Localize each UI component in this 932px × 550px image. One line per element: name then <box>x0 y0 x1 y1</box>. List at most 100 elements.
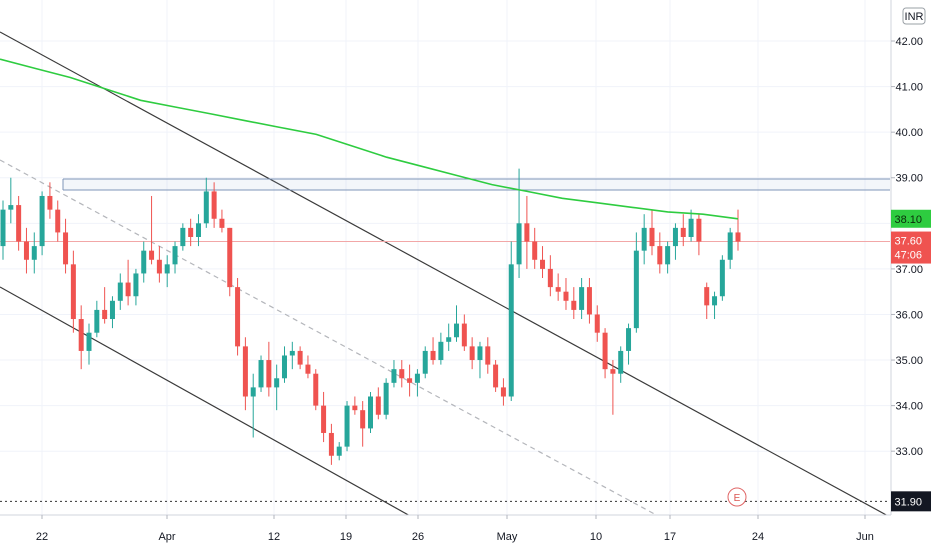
candle-up[interactable] <box>618 350 624 374</box>
candle-down[interactable] <box>493 364 499 388</box>
candle-down[interactable] <box>55 209 61 233</box>
candle-up[interactable] <box>368 396 373 429</box>
candle-down[interactable] <box>399 369 405 379</box>
candle-down[interactable] <box>540 259 546 269</box>
candle-down[interactable] <box>407 378 413 383</box>
candle-down[interactable] <box>594 314 600 333</box>
candle-up[interactable] <box>477 346 483 361</box>
candle-down[interactable] <box>360 410 366 429</box>
candle-up[interactable] <box>727 232 733 260</box>
candle-down[interactable] <box>485 346 491 365</box>
candle-down[interactable] <box>524 223 530 242</box>
candle-up[interactable] <box>109 300 115 320</box>
candle-down[interactable] <box>500 387 506 397</box>
candle-up[interactable] <box>274 378 280 388</box>
candle-up[interactable] <box>672 227 678 247</box>
candle-down[interactable] <box>313 373 319 406</box>
candle-down[interactable] <box>70 264 76 320</box>
candle-up[interactable] <box>508 264 514 397</box>
candle-down[interactable] <box>102 309 108 320</box>
candle-down[interactable] <box>266 360 272 388</box>
candle-down[interactable] <box>321 405 327 433</box>
candle-down[interactable] <box>696 218 702 242</box>
candle-up[interactable] <box>383 382 389 415</box>
candle-up[interactable] <box>31 246 37 260</box>
candle-down[interactable] <box>78 319 84 351</box>
candle-down[interactable] <box>610 369 616 374</box>
candle-down[interactable] <box>305 364 311 374</box>
candle-up[interactable] <box>344 405 350 447</box>
candle-up[interactable] <box>633 250 639 329</box>
candle-down[interactable] <box>352 405 358 411</box>
candle-up[interactable] <box>8 205 14 210</box>
candle-down[interactable] <box>297 350 303 365</box>
candle-down[interactable] <box>47 195 53 210</box>
candle-up[interactable] <box>626 328 632 351</box>
candle-down[interactable] <box>125 282 131 297</box>
currency-badge[interactable] <box>902 7 926 25</box>
candle-up[interactable] <box>250 387 256 397</box>
candle-up[interactable] <box>94 309 100 333</box>
candle-down[interactable] <box>571 300 577 310</box>
candle-down[interactable] <box>469 346 475 361</box>
candle-down[interactable] <box>532 241 538 260</box>
candle-up[interactable] <box>336 446 342 456</box>
earnings-marker[interactable]: E <box>727 487 747 507</box>
candle-down[interactable] <box>649 227 655 247</box>
candle-down[interactable] <box>704 287 710 306</box>
candle-down[interactable] <box>156 259 162 274</box>
candle-up[interactable] <box>712 296 718 306</box>
candle-down[interactable] <box>149 250 155 260</box>
earnings-marker-circle[interactable] <box>727 487 747 507</box>
candle-down[interactable] <box>680 227 686 237</box>
candle-up[interactable] <box>281 355 287 379</box>
candle-up[interactable] <box>516 223 522 265</box>
candle-down[interactable] <box>657 246 663 265</box>
candle-down[interactable] <box>63 232 69 265</box>
candle-down[interactable] <box>23 241 29 260</box>
candle-down[interactable] <box>188 227 194 237</box>
candle-up[interactable] <box>133 273 139 297</box>
candle-down[interactable] <box>219 218 225 228</box>
candle-down[interactable] <box>235 287 241 347</box>
candle-up[interactable] <box>180 227 186 247</box>
candle-down[interactable] <box>328 432 334 456</box>
candle-down[interactable] <box>16 205 22 242</box>
candle-up[interactable] <box>688 218 694 237</box>
candle-up[interactable] <box>391 369 397 383</box>
candle-down[interactable] <box>211 191 217 219</box>
candle-up[interactable] <box>258 360 264 388</box>
candle-down[interactable] <box>563 291 569 301</box>
candle-down[interactable] <box>242 346 248 397</box>
candle-up[interactable] <box>438 341 444 361</box>
candle-down[interactable] <box>461 323 467 347</box>
candle-up[interactable] <box>289 350 295 356</box>
candle-up[interactable] <box>641 227 647 251</box>
candle-down[interactable] <box>602 332 608 370</box>
candle-down[interactable] <box>735 232 741 242</box>
candle-up[interactable] <box>86 332 92 351</box>
candle-up[interactable] <box>39 195 45 247</box>
candle-down[interactable] <box>547 268 553 288</box>
candle-up[interactable] <box>203 191 209 224</box>
candle-up[interactable] <box>0 209 6 247</box>
candle-down[interactable] <box>430 350 436 361</box>
candlesticks[interactable] <box>0 168 741 465</box>
candle-up[interactable] <box>414 373 420 383</box>
candle-up[interactable] <box>422 350 428 374</box>
candle-up[interactable] <box>665 246 671 265</box>
candle-up[interactable] <box>719 259 725 297</box>
candle-up[interactable] <box>579 287 585 310</box>
candle-down[interactable] <box>586 287 592 315</box>
candle-up[interactable] <box>454 323 460 338</box>
candle-up[interactable] <box>446 337 452 342</box>
candle-down[interactable] <box>375 396 381 415</box>
candle-down[interactable] <box>555 287 561 292</box>
candle-up[interactable] <box>141 250 147 274</box>
candle-up[interactable] <box>164 264 170 274</box>
candle-up[interactable] <box>195 223 201 237</box>
candle-down[interactable] <box>227 227 233 288</box>
candle-up[interactable] <box>117 282 123 301</box>
candle-up[interactable] <box>172 246 178 265</box>
